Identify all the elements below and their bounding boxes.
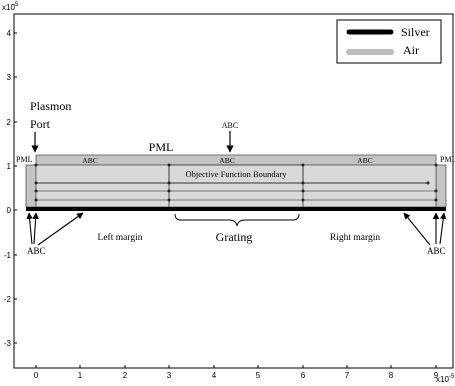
y-tick-label: -1 — [4, 251, 12, 260]
y-tick-marks — [14, 32, 17, 344]
x-tick-label: 7 — [345, 371, 350, 380]
x-tick-label: 5 — [256, 371, 261, 380]
abc-top-left-label: ABC — [82, 156, 97, 165]
x-tick-marks — [35, 365, 437, 368]
pml-left-label: PML — [16, 155, 33, 164]
grating-label: Grating — [216, 230, 253, 244]
abc-above-label: ABC — [222, 121, 238, 130]
right-margin-label: Right margin — [330, 233, 380, 243]
x-tick-label: 2 — [123, 371, 128, 380]
objective-function-label: Objective Function Boundary — [185, 169, 287, 179]
x-axis-ticks: 0 1 2 3 4 5 6 7 8 9 — [34, 371, 439, 380]
pml-right-label: PML — [440, 155, 455, 164]
y-tick-label: 2 — [7, 118, 12, 127]
y-tick-label: -3 — [4, 339, 12, 348]
left-margin-label: Left margin — [98, 232, 143, 243]
y-tick-label: 0 — [7, 206, 12, 215]
y-exponent-label: x10 — [2, 3, 15, 12]
x-tick-label: 4 — [212, 371, 217, 380]
plasmon-port-label-line1: Plasmon — [30, 99, 71, 113]
pml-left-region — [25, 164, 37, 208]
y-tick-label: 4 — [7, 29, 12, 38]
legend-label-silver: Silver — [401, 25, 430, 39]
abc-bottom-left-arrows — [26, 212, 84, 246]
y-axis-ticks: 4 3 2 1 0 -1 -2 -3 — [4, 29, 12, 348]
silver-layer — [26, 207, 446, 211]
y-exponent-power: -5 — [13, 2, 19, 8]
abc-bottom-right-label: ABC — [427, 246, 446, 256]
x-tick-label: 8 — [389, 371, 394, 380]
legend-box — [336, 19, 442, 64]
x-tick-label: 1 — [78, 371, 83, 380]
y-tick-label: 3 — [7, 73, 12, 82]
x-tick-label: 9 — [434, 371, 439, 380]
grating-brace — [174, 213, 300, 227]
abc-bottom-left-label: ABC — [27, 246, 46, 256]
legend-label-air: Air — [403, 43, 419, 57]
mesh-vertices — [34, 163, 438, 202]
abc-bottom-right-arrows — [403, 212, 447, 246]
y-tick-label: -2 — [4, 295, 12, 304]
pml-top-label: PML — [149, 140, 174, 154]
y-tick-label: 1 — [7, 162, 12, 171]
abc-top-mid-label: ABC — [219, 156, 234, 165]
x-tick-label: 3 — [167, 371, 172, 380]
x-tick-label: 6 — [301, 371, 306, 380]
x-exponent-label: x10 — [436, 375, 449, 384]
x-exponent-power: -5 — [449, 374, 455, 380]
legend: Silver Air — [336, 19, 442, 64]
abc-top-right-label: ABC — [357, 156, 372, 165]
plasmon-port-label-line2: Port — [30, 117, 51, 131]
pml-right-region — [435, 164, 447, 208]
x-tick-label: 0 — [34, 371, 39, 380]
